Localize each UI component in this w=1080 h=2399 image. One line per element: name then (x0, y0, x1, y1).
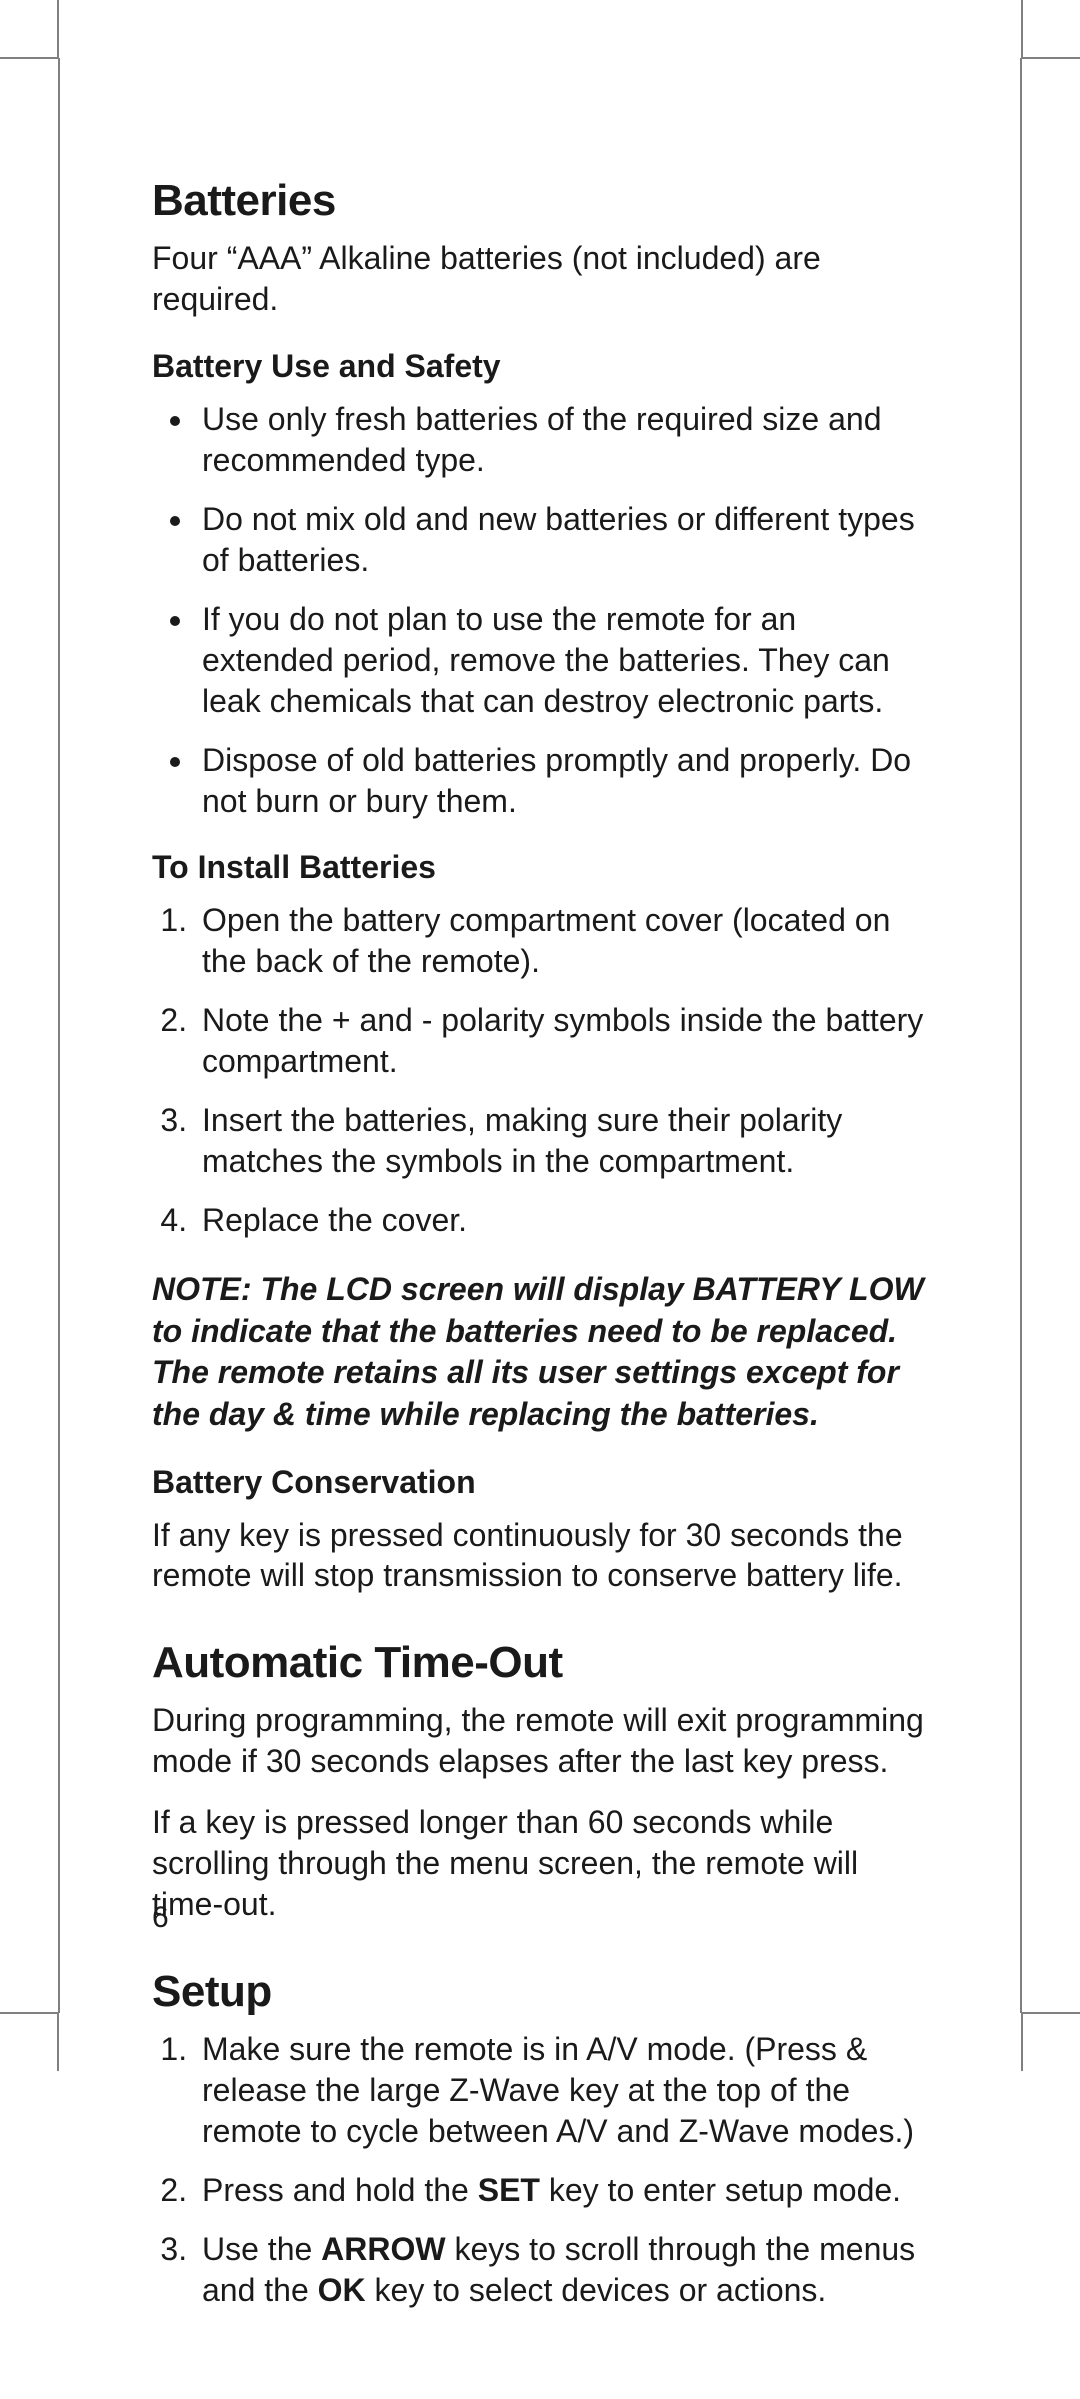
step-text: key to select devices or actions. (366, 2272, 827, 2308)
list-item: Do not mix old and new batteries or diff… (196, 499, 928, 581)
list-item: Replace the cover. (196, 1200, 928, 1241)
list-item: Open the battery compartment cover (loca… (196, 900, 928, 982)
subheading-install-batteries: To Install Batteries (152, 849, 928, 886)
key-label-ok: OK (318, 2272, 366, 2308)
batteries-intro: Four “AAA” Alkaline batteries (not inclu… (152, 238, 928, 320)
list-item: Insert the batteries, making sure their … (196, 1100, 928, 1182)
battery-safety-list: Use only fresh batteries of the required… (152, 399, 928, 822)
list-item: Note the + and - polarity symbols inside… (196, 1000, 928, 1082)
list-item: Use only fresh batteries of the required… (196, 399, 928, 481)
list-item: If you do not plan to use the remote for… (196, 599, 928, 722)
list-item: Use the ARROW keys to scroll through the… (196, 2229, 928, 2311)
list-item: Press and hold the SET key to enter setu… (196, 2170, 928, 2211)
subheading-battery-conservation: Battery Conservation (152, 1464, 928, 1501)
heading-timeout: Automatic Time-Out (152, 1638, 928, 1688)
step-text: Make sure the remote is in A/V mode. (Pr… (202, 2031, 914, 2149)
battery-note: NOTE: The LCD screen will display BATTER… (152, 1269, 928, 1435)
key-label-set: SET (478, 2172, 540, 2208)
install-batteries-steps: Open the battery compartment cover (loca… (152, 900, 928, 1241)
step-text: Press and hold the (202, 2172, 478, 2208)
heading-setup: Setup (152, 1967, 928, 2017)
subheading-battery-safety: Battery Use and Safety (152, 348, 928, 385)
page-frame: Batteries Four “AAA” Alkaline batteries … (58, 58, 1022, 2013)
heading-batteries: Batteries (152, 176, 928, 226)
timeout-p1: During programming, the remote will exit… (152, 1700, 928, 1782)
key-label-arrow: ARROW (321, 2231, 445, 2267)
timeout-p2: If a key is pressed longer than 60 secon… (152, 1802, 928, 1925)
step-text: key to enter setup mode. (540, 2172, 901, 2208)
battery-conservation-text: If any key is pressed continuously for 3… (152, 1515, 928, 1597)
step-text: Use the (202, 2231, 321, 2267)
list-item: Make sure the remote is in A/V mode. (Pr… (196, 2029, 928, 2152)
list-item: Dispose of old batteries promptly and pr… (196, 740, 928, 822)
content-area: Batteries Four “AAA” Alkaline batteries … (60, 58, 1020, 2399)
page-number: 6 (152, 1901, 169, 1935)
setup-steps: Make sure the remote is in A/V mode. (Pr… (152, 2029, 928, 2311)
